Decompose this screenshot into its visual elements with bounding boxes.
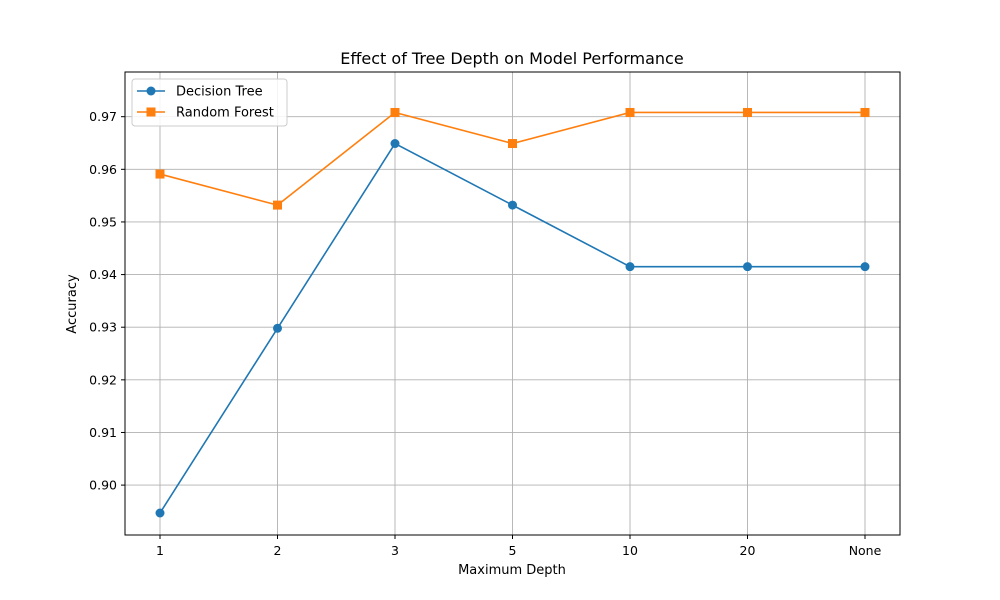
- data-point: [743, 107, 752, 117]
- x-tick-label: 1: [156, 543, 164, 558]
- y-tick-label: 0.91: [89, 425, 117, 440]
- y-tick-label: 0.92: [89, 372, 117, 387]
- grid-layer: [125, 72, 900, 535]
- x-axis-label: Maximum Depth: [458, 563, 566, 578]
- data-point: [390, 139, 400, 149]
- x-tick-label: 10: [622, 543, 638, 558]
- legend-item: Random Forest: [137, 106, 274, 121]
- x-tick-label: None: [849, 543, 882, 558]
- y-tick-label: 0.97: [89, 109, 117, 124]
- data-point: [625, 262, 635, 272]
- legend-marker: [146, 86, 156, 96]
- legend-label: Decision Tree: [176, 85, 263, 100]
- data-point: [508, 200, 517, 210]
- data-point: [155, 508, 165, 518]
- data-point: [508, 139, 517, 149]
- y-axis-label: Accuracy: [65, 274, 80, 334]
- legend-item: Decision Tree: [137, 85, 263, 100]
- data-point: [390, 107, 400, 117]
- x-tick-label: 5: [509, 543, 517, 558]
- series-random-forest: [155, 107, 870, 210]
- y-axis: 0.90 0.91 0.92 0.93 0.94 0.95 0.96 0.97: [89, 109, 125, 493]
- x-axis: 1 2 3 5 10 20 None: [156, 535, 882, 558]
- legend-marker: [146, 107, 156, 117]
- data-point: [155, 169, 165, 179]
- y-tick-label: 0.96: [89, 162, 117, 177]
- series-decision-tree: [155, 139, 870, 518]
- data-point: [860, 107, 870, 117]
- data-point: [273, 323, 282, 333]
- legend: Decision Tree Random Forest: [131, 78, 288, 127]
- data-point: [273, 200, 282, 210]
- y-tick-label: 0.93: [89, 320, 117, 335]
- series-layer: [155, 107, 870, 518]
- data-point: [625, 107, 635, 117]
- y-tick-label: 0.94: [89, 267, 117, 282]
- y-tick-label: 0.95: [89, 214, 117, 229]
- x-tick-label: 2: [274, 543, 282, 558]
- y-tick-label: 0.90: [89, 478, 117, 493]
- data-point: [860, 262, 870, 272]
- data-point: [743, 262, 752, 272]
- x-tick-label: 3: [391, 543, 399, 558]
- x-tick-label: 20: [740, 543, 756, 558]
- chart-title: Effect of Tree Depth on Model Performanc…: [340, 49, 683, 68]
- legend-label: Random Forest: [176, 106, 274, 121]
- legend-frame: [131, 78, 288, 127]
